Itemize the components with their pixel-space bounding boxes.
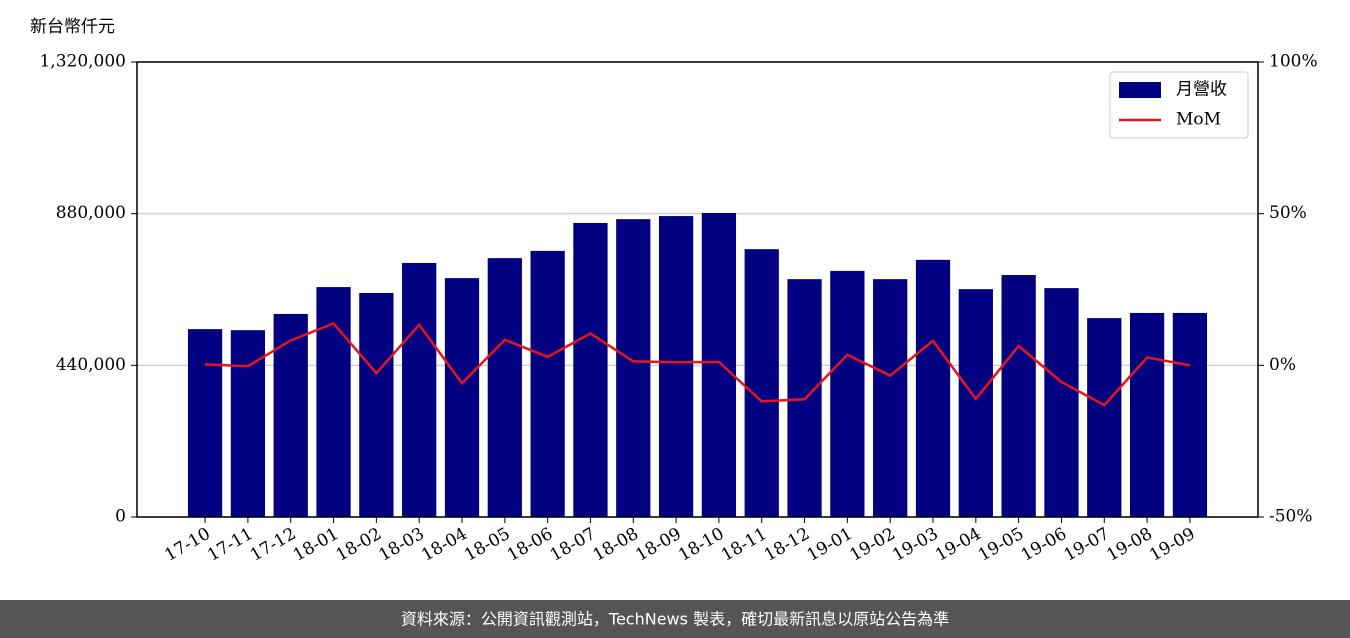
x-tick-label: 18-07: [547, 524, 599, 566]
x-tick-label: 18-01: [290, 524, 342, 566]
bar: [1044, 288, 1079, 517]
x-tick-label: 18-09: [632, 524, 684, 566]
bar: [487, 258, 522, 517]
x-tick-label: 18-12: [761, 524, 813, 566]
bar: [830, 270, 865, 517]
x-tick-label: 18-03: [375, 524, 427, 566]
y-tick-label: 880,000: [56, 203, 126, 223]
bar: [316, 287, 351, 517]
footer-bar: [0, 600, 1350, 638]
legend-label: 月營收: [1176, 80, 1227, 100]
x-tick-label: 19-09: [1146, 524, 1198, 566]
x-tick-label: 18-05: [461, 524, 513, 566]
x-tick-label: 19-07: [1061, 524, 1113, 566]
legend-swatch: [1119, 82, 1161, 98]
x-tick-label: 18-04: [418, 524, 470, 566]
y2-tick-label: -50%: [1269, 507, 1313, 527]
bar: [444, 278, 480, 517]
y-axis-unit: 新台幣仟元: [30, 17, 115, 37]
y-tick-label: 0: [115, 507, 126, 527]
x-tick-label: 17-11: [204, 524, 256, 566]
bar: [873, 279, 908, 517]
legend-label: MoM: [1176, 110, 1221, 130]
bar: [230, 330, 266, 517]
x-tick-label: 19-05: [975, 524, 1027, 566]
y-tick-label: 1,320,000: [39, 52, 126, 72]
bar: [616, 219, 651, 517]
footer-text: 資料來源：公開資訊觀測站，TechNews 製表，確切最新訊息以原站公告為準: [401, 610, 949, 629]
x-tick-label: 18-02: [333, 524, 385, 566]
bar: [658, 216, 694, 518]
x-tick-label: 18-08: [590, 524, 642, 566]
x-tick-label: 19-06: [1018, 524, 1070, 566]
y2-tick-label: 0%: [1269, 355, 1296, 375]
y-tick-label: 440,000: [56, 355, 126, 375]
bar: [958, 289, 993, 517]
x-tick-label: 18-11: [718, 524, 770, 566]
bar: [1087, 318, 1122, 517]
bar: [273, 313, 308, 517]
bar: [187, 329, 223, 517]
bar: [402, 262, 437, 517]
bar: [573, 222, 608, 517]
x-tick-label: 18-06: [504, 524, 556, 566]
bar: [1129, 312, 1165, 517]
bar: [701, 212, 737, 517]
bar: [1001, 275, 1036, 517]
bar: [1172, 312, 1208, 517]
x-tick-label: 17-12: [247, 524, 299, 566]
x-tick-label: 19-04: [932, 524, 984, 566]
y2-tick-label: 100%: [1269, 52, 1318, 72]
x-tick-label: 19-01: [804, 524, 856, 566]
y2-tick-label: 50%: [1269, 203, 1307, 223]
x-tick-label: 19-08: [1103, 524, 1155, 566]
bar: [744, 249, 779, 517]
bar: [530, 250, 565, 518]
bar: [915, 259, 951, 517]
line: [205, 321, 1191, 407]
bar: [359, 292, 394, 517]
plot-frame: [136, 61, 1259, 518]
x-tick-label: 17-10: [161, 524, 213, 566]
x-tick-label: 19-03: [889, 524, 941, 566]
x-tick-label: 18-10: [675, 524, 727, 566]
x-tick-label: 19-02: [846, 524, 898, 566]
